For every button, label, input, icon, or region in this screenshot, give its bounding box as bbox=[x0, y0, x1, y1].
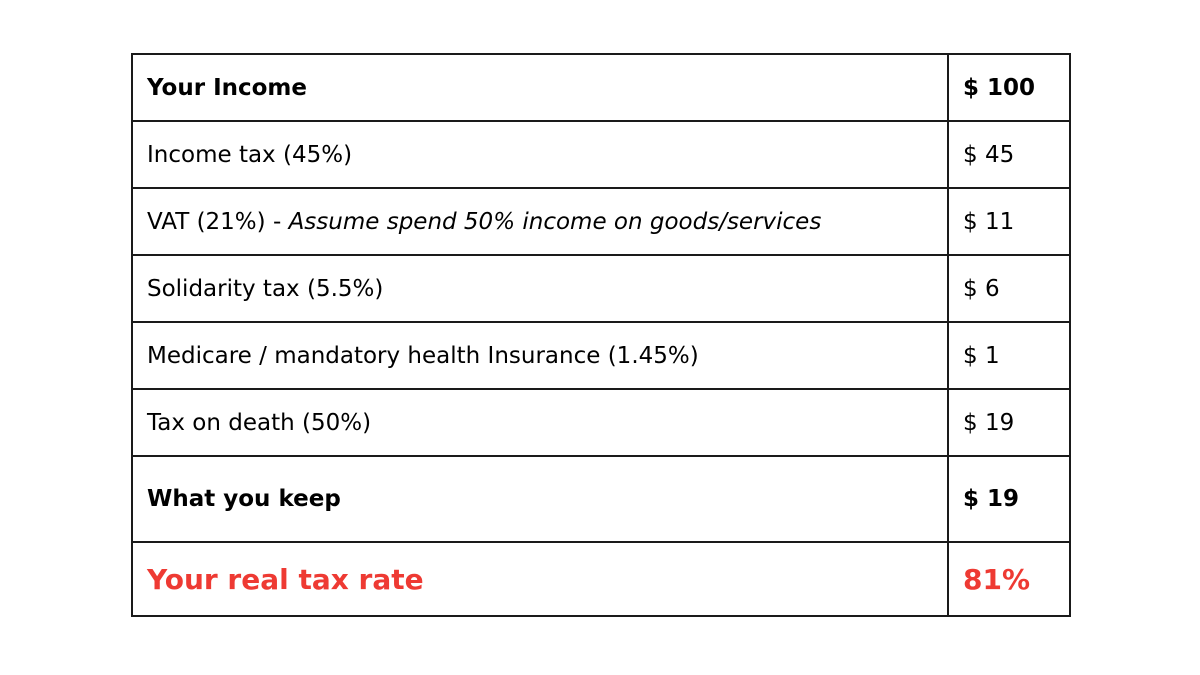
table-row-solidarity-tax: Solidarity tax (5.5%) $ 6 bbox=[131, 254, 1071, 323]
row-label-text: Solidarity tax (5.5%) bbox=[147, 275, 384, 302]
row-label: Solidarity tax (5.5%) bbox=[131, 254, 949, 323]
row-label: Your real tax rate bbox=[131, 541, 949, 617]
table-row-real-tax-rate: Your real tax rate 81% bbox=[131, 541, 1071, 617]
table-row-income-tax: Income tax (45%) $ 45 bbox=[131, 120, 1071, 189]
row-label-text: VAT (21%) - bbox=[147, 208, 289, 235]
row-label: VAT (21%) - Assume spend 50% income on g… bbox=[131, 187, 949, 256]
row-label-text: Medicare / mandatory health Insurance (1… bbox=[147, 342, 699, 369]
row-amount: $ 19 bbox=[947, 455, 1071, 543]
row-amount: $ 100 bbox=[947, 53, 1071, 122]
table-row-death-tax: Tax on death (50%) $ 19 bbox=[131, 388, 1071, 457]
row-label: Your Income bbox=[131, 53, 949, 122]
row-label-text: Your real tax rate bbox=[147, 562, 424, 596]
tax-breakdown-table: Your Income $ 100 Income tax (45%) $ 45 … bbox=[131, 53, 1071, 617]
row-amount: $ 45 bbox=[947, 120, 1071, 189]
table-row-what-you-keep: What you keep $ 19 bbox=[131, 455, 1071, 543]
row-label: Tax on death (50%) bbox=[131, 388, 949, 457]
row-amount: $ 1 bbox=[947, 321, 1071, 390]
row-amount: $ 19 bbox=[947, 388, 1071, 457]
row-amount: $ 6 bbox=[947, 254, 1071, 323]
row-label: Medicare / mandatory health Insurance (1… bbox=[131, 321, 949, 390]
table-row-income: Your Income $ 100 bbox=[131, 53, 1071, 122]
row-label-text: Tax on death (50%) bbox=[147, 409, 372, 436]
table-row-vat: VAT (21%) - Assume spend 50% income on g… bbox=[131, 187, 1071, 256]
table-row-medicare: Medicare / mandatory health Insurance (1… bbox=[131, 321, 1071, 390]
row-label-text: Income tax (45%) bbox=[147, 141, 353, 168]
row-amount: $ 11 bbox=[947, 187, 1071, 256]
row-label-text: Your Income bbox=[147, 74, 308, 101]
row-label-text: What you keep bbox=[147, 486, 341, 512]
row-note: Assume spend 50% income on goods/service… bbox=[288, 208, 822, 235]
row-label: What you keep bbox=[131, 455, 949, 543]
row-amount: 81% bbox=[947, 541, 1071, 617]
row-label: Income tax (45%) bbox=[131, 120, 949, 189]
